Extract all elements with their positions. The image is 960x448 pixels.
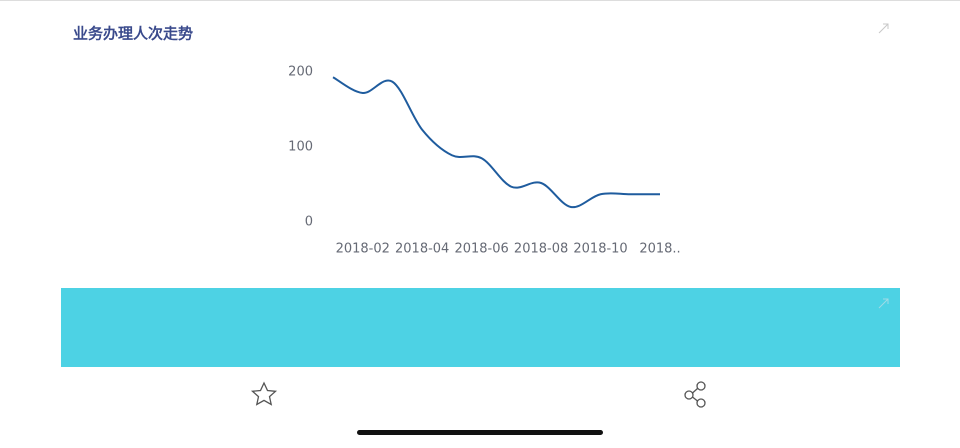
x-tick-label: 2018-06: [454, 242, 508, 257]
x-tick-label: 2018..: [639, 242, 680, 257]
favorite-button[interactable]: [250, 381, 278, 406]
y-tick-label: 200: [288, 65, 313, 80]
chart-title: 业务办理人次走势: [73, 25, 193, 43]
y-tick-label: 0: [305, 215, 313, 230]
line: [332, 76, 660, 209]
y-tick-label: 100: [288, 140, 313, 155]
x-tick-label: 2018-10: [573, 242, 627, 257]
expand-icon[interactable]: [878, 298, 889, 309]
second-panel: [61, 288, 900, 367]
x-tick-label: 2018-04: [395, 242, 449, 257]
plot: 0 100 200 2018-02 2018-04 2018-06 2018-08 2018-…: [288, 65, 681, 257]
x-tick-label: 2018-02: [336, 242, 390, 257]
home-indicator: [357, 430, 603, 435]
share-button[interactable]: [684, 381, 706, 408]
expand-icon[interactable]: [878, 23, 889, 34]
x-tick-label: 2018-08: [514, 242, 568, 257]
